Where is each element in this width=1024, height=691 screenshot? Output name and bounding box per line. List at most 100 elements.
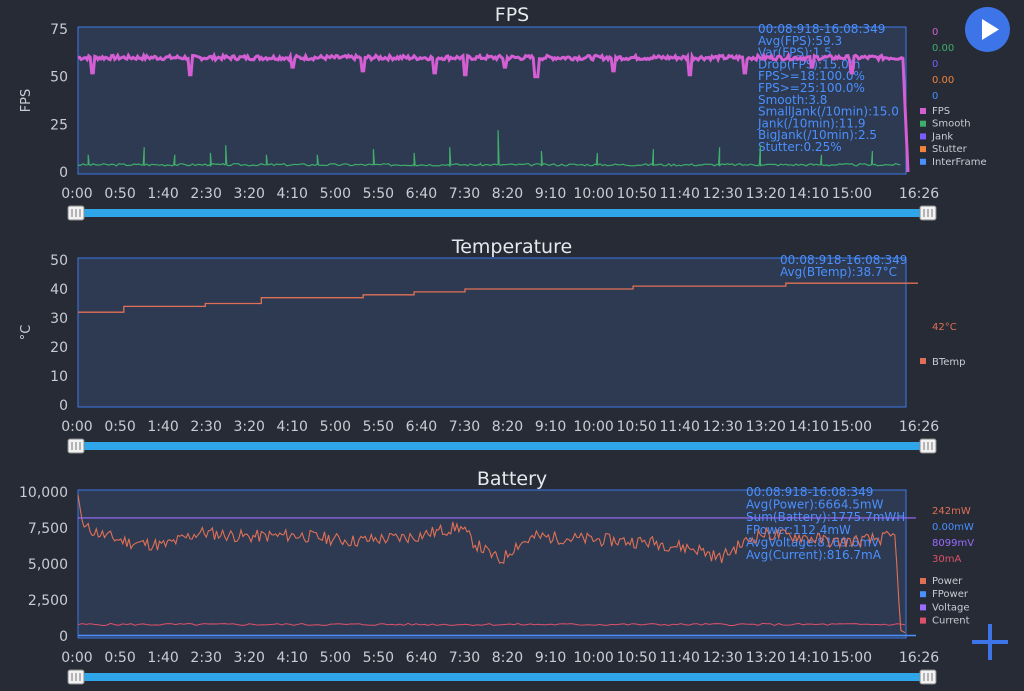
- battery-y-tick: 7,500: [28, 521, 68, 537]
- power-series-line: [77, 494, 906, 634]
- battery-x-tick: 4:10: [277, 650, 308, 666]
- temperature-plot-area: [77, 257, 907, 408]
- play-button[interactable]: [965, 7, 1010, 52]
- battery-chart: Battery 0 2,500 5,000 7,500 10,000 0:00 0:50 1:…: [0, 464, 1024, 691]
- temperature-x-tick: 10:00: [573, 419, 613, 435]
- fps-x-tick: 12:30: [703, 186, 743, 202]
- battery-range-slider[interactable]: [75, 673, 931, 681]
- fps-stat-text: Avg(FPS):59.3: [758, 34, 842, 48]
- fps-stat-text: BigJank(/10min):2.5: [758, 128, 877, 142]
- battery-x-tick: 8:20: [492, 650, 523, 666]
- battery-stat-text: Avg(Power):6664.5mW: [746, 498, 884, 512]
- fps-y-label: FPS: [19, 89, 34, 113]
- battery-legend-item[interactable]: Voltage: [932, 602, 970, 613]
- battery-x-tick: 0:50: [104, 650, 135, 666]
- fps-x-tick: 10:50: [616, 186, 656, 202]
- fps-legend-item[interactable]: Stutter: [932, 144, 968, 155]
- temperature-x-tick: 4:10: [277, 419, 308, 435]
- temperature-y-tick: 30: [50, 311, 68, 327]
- fps-y-tick: 0: [59, 165, 68, 181]
- battery-x-tick: 7:30: [449, 650, 480, 666]
- battery-cursor-value: 8099mV: [932, 538, 974, 549]
- battery-y-tick: 0: [59, 629, 68, 645]
- fps-x-tick: 9:10: [535, 186, 566, 202]
- battery-legend-item[interactable]: FPower: [932, 589, 969, 600]
- fps-svg: 0 25 50 75 FPS 0:00 0:50 1:40 2:30 3:20 4:10 5:00 5:…: [19, 22, 987, 221]
- battery-y-tick: 5,000: [28, 557, 68, 573]
- fps-chart: FPS 0 25 50 75 FPS 0:00 0:50 1:40 2:30 3:20 4:10 5:…: [0, 0, 1024, 230]
- fps-x-tick: 2:30: [190, 186, 221, 202]
- fps-legend-swatch: [920, 146, 926, 153]
- battery-x-tick: 0:00: [61, 650, 92, 666]
- fps-slider-handle-right[interactable]: [919, 205, 937, 221]
- battery-x-tick: 16:26: [899, 650, 939, 666]
- fps-stat-text: SmallJank(/10min):15.0: [758, 105, 899, 119]
- temperature-y-tick: 20: [50, 340, 68, 356]
- battery-y-tick: 10,000: [19, 485, 68, 501]
- fps-slider-handle-left[interactable]: [67, 205, 85, 221]
- temperature-stat-text: Avg(BTemp):38.7°C: [780, 265, 897, 279]
- temperature-legend-item[interactable]: BTemp: [932, 357, 966, 368]
- fps-x-tick: 6:40: [406, 186, 437, 202]
- battery-slider-handle-left[interactable]: [67, 669, 85, 685]
- temperature-y-tick: 50: [50, 253, 68, 269]
- fps-stat-text: 00:08:918-16:08:349: [758, 22, 885, 36]
- fps-cursor-value: 0: [932, 91, 938, 102]
- battery-x-tick: 5:00: [320, 650, 351, 666]
- temperature-x-tick: 14:10: [789, 419, 829, 435]
- smooth-series-line: [77, 130, 901, 168]
- fps-x-tick: 16:26: [899, 186, 939, 202]
- fps-series-line: [77, 50, 910, 173]
- battery-x-tick: 11:40: [660, 650, 700, 666]
- btemp-series-line: [78, 282, 918, 313]
- fps-legend-item[interactable]: Smooth: [932, 119, 971, 130]
- battery-legend-swatch: [920, 604, 926, 611]
- fps-stat-text: FPS>=25:100.0%: [758, 81, 865, 95]
- battery-plot-area: [77, 489, 907, 639]
- battery-x-tick: 15:00: [832, 650, 872, 666]
- fps-cursor-value: 0.00: [932, 43, 954, 54]
- temperature-slider-handle-left[interactable]: [67, 438, 85, 454]
- temperature-x-tick: 12:30: [703, 419, 743, 435]
- play-icon: [982, 19, 999, 40]
- battery-legend-item[interactable]: Current: [932, 616, 970, 627]
- temperature-slider-handle-right[interactable]: [919, 438, 937, 454]
- temperature-x-tick: 5:50: [363, 419, 394, 435]
- temperature-y-tick: 40: [50, 282, 68, 298]
- battery-stat-text: FPower:112.4mW: [746, 523, 851, 537]
- fps-legend-swatch: [920, 158, 926, 165]
- temperature-x-tick: 3:20: [233, 419, 264, 435]
- temperature-legend-swatch: [920, 358, 926, 364]
- temperature-x-tick: 15:00: [832, 419, 872, 435]
- fps-x-tick: 11:40: [660, 186, 700, 202]
- fps-legend-item[interactable]: InterFrame: [932, 157, 987, 168]
- battery-legend-swatch: [920, 617, 926, 624]
- battery-x-tick: 3:20: [233, 650, 264, 666]
- temperature-chart: Temperature 0 10 20 30 40 50 °C 0:00 0:50 1:40 2:3…: [0, 232, 1024, 460]
- temperature-range-slider[interactable]: [75, 442, 931, 450]
- fps-legend-item[interactable]: FPS: [932, 106, 950, 117]
- fps-legend-item[interactable]: Jank: [931, 131, 953, 142]
- temperature-stat-text: 00:08:918-16:08:349: [780, 253, 907, 267]
- battery-x-tick: 10:00: [573, 650, 613, 666]
- fps-stat-text: Jank(/10min):11.9: [757, 116, 866, 130]
- fps-x-tick: 0:00: [61, 186, 92, 202]
- temperature-x-tick: 10:50: [616, 419, 656, 435]
- fps-cursor-value: 0.00: [932, 75, 954, 86]
- battery-x-tick: 2:30: [190, 650, 221, 666]
- fps-range-slider[interactable]: [75, 209, 931, 217]
- fps-cursor-value: 0: [932, 27, 938, 38]
- fps-x-tick: 1:40: [147, 186, 178, 202]
- battery-legend-item[interactable]: Power: [932, 576, 963, 587]
- fps-legend-swatch: [920, 133, 926, 140]
- temperature-x-tick: 13:20: [746, 419, 786, 435]
- temperature-x-tick: 6:40: [406, 419, 437, 435]
- add-button[interactable]: [970, 622, 1010, 662]
- battery-x-tick: 9:10: [535, 650, 566, 666]
- temperature-svg: 0 10 20 30 40 50 °C 0:00 0:50 1:40 2:30 3:20 4:10 5:0…: [19, 253, 966, 454]
- fps-y-tick: 25: [50, 117, 68, 133]
- battery-slider-handle-right[interactable]: [919, 669, 937, 685]
- temperature-x-tick: 2:30: [190, 419, 221, 435]
- battery-cursor-value: 30mA: [932, 554, 961, 565]
- fps-legend-swatch: [920, 108, 926, 114]
